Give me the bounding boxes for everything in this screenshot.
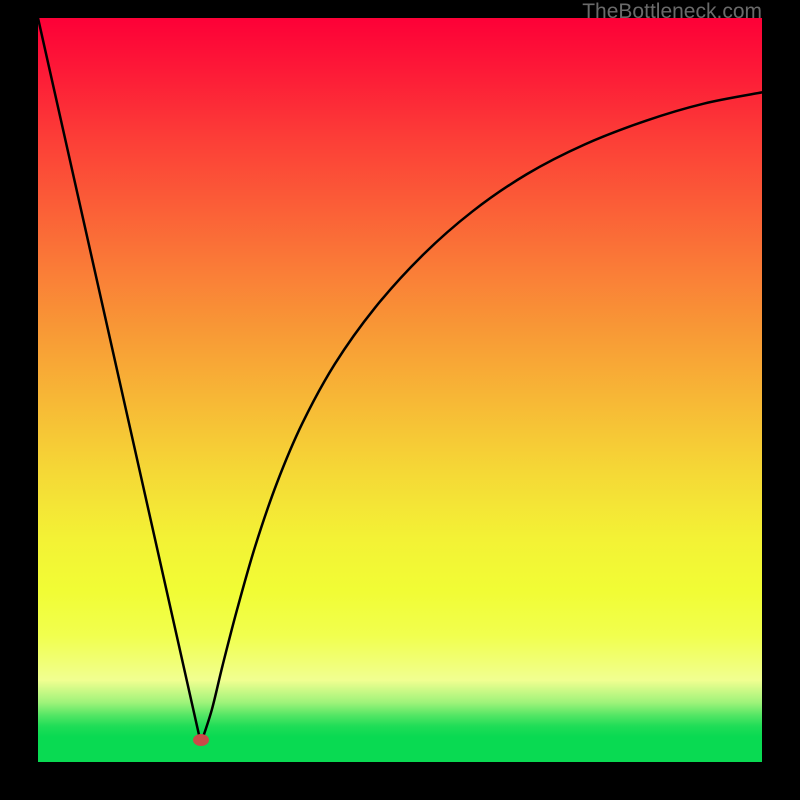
- watermark-text: TheBottleneck.com: [582, 0, 762, 24]
- plot-area: [38, 18, 762, 762]
- figure-root: TheBottleneck.com: [0, 0, 800, 800]
- bottleneck-curve: [38, 18, 762, 762]
